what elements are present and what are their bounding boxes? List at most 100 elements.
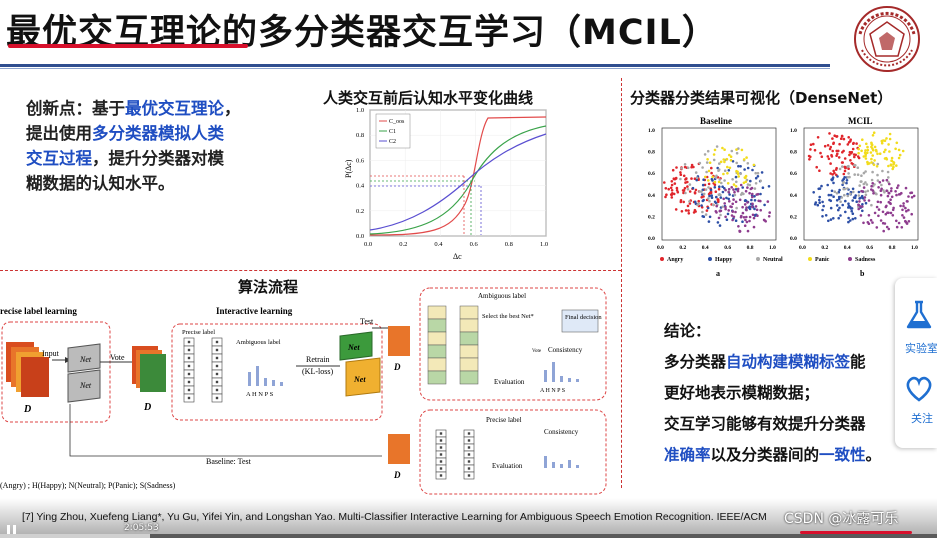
floating-side-panel: 实验室 关注 xyxy=(895,278,937,448)
scatter-point xyxy=(749,187,753,191)
scatter-point xyxy=(866,160,869,164)
scatter-point xyxy=(693,191,697,194)
scatter-point xyxy=(760,171,764,174)
scatter-point xyxy=(710,177,714,181)
scatter-point xyxy=(730,186,733,189)
vote-small-label: Vote xyxy=(532,349,542,354)
curve-y-tick: 0.2 xyxy=(356,208,364,215)
scatter-point xyxy=(688,183,692,186)
scatter-point xyxy=(835,154,838,157)
scatter-point xyxy=(863,196,867,199)
scatter-point xyxy=(876,173,879,177)
conclusion-line-1: 多分类器自动构建模糊标签能 xyxy=(664,347,881,378)
follow-link[interactable]: 关注 xyxy=(911,412,933,425)
scatter-point xyxy=(669,186,673,190)
scatter-point xyxy=(905,222,909,225)
scatter-point xyxy=(745,206,748,209)
scatter-point xyxy=(715,145,719,148)
scatter-point xyxy=(897,156,901,160)
scatter-point xyxy=(860,174,863,177)
scatter-point xyxy=(719,213,722,217)
scatter-point xyxy=(826,144,830,147)
scatter-point xyxy=(751,213,755,217)
scatter-point xyxy=(674,208,678,211)
scatter-point xyxy=(735,151,739,155)
video-progress-track[interactable] xyxy=(0,534,937,538)
scatter-point xyxy=(835,204,839,207)
scatter-point xyxy=(818,195,821,199)
panel-a-label: a xyxy=(716,269,720,278)
scatter-point xyxy=(896,186,899,190)
panel-a-frame xyxy=(661,127,777,241)
scatter-point xyxy=(679,171,682,174)
scatter-point xyxy=(723,148,726,151)
curve-x-tick: 0.0 xyxy=(364,241,372,248)
scatter-point xyxy=(817,187,820,191)
scatter-point xyxy=(702,192,706,196)
scatter-point xyxy=(738,198,742,202)
spectrogram-stack-d2 xyxy=(132,346,166,392)
heart-icon[interactable] xyxy=(905,376,933,406)
flask-icon[interactable] xyxy=(905,300,933,334)
scatter-point xyxy=(684,181,687,184)
scatter-point xyxy=(865,183,869,186)
scatter-point xyxy=(702,215,706,218)
scatter-point xyxy=(707,169,711,173)
scatter-point xyxy=(701,210,704,214)
scatter-point xyxy=(857,190,861,194)
baseline-consistency-histogram xyxy=(544,456,579,468)
scatter-point xyxy=(882,150,886,154)
scatter-point xyxy=(843,157,847,160)
scatter-point xyxy=(818,198,821,202)
scatter-point xyxy=(890,156,894,160)
scatter-point xyxy=(690,163,694,167)
score-cell xyxy=(459,318,479,333)
scatter-point xyxy=(829,193,833,197)
scatter-point xyxy=(894,147,897,151)
scatter-point xyxy=(713,180,717,184)
scatter-point xyxy=(734,175,738,179)
scatter-point xyxy=(752,225,756,229)
viz-x-tick: 0.2 xyxy=(821,245,828,251)
scatter-point xyxy=(898,153,902,157)
scatter-point xyxy=(755,193,758,196)
viz-ticks: 0.00.00.20.20.40.40.60.60.80.81.01.00.00… xyxy=(648,128,918,251)
scatter-point xyxy=(722,172,725,176)
scatter-point xyxy=(723,179,726,182)
scatter-point xyxy=(702,178,705,181)
ahnps-axis-2: A H N P S xyxy=(540,388,565,394)
scatter-point xyxy=(838,167,842,171)
scatter-point xyxy=(698,161,702,165)
scatter-point xyxy=(841,151,844,154)
scatter-point xyxy=(869,151,873,154)
conclusion-highlight: 准确率 xyxy=(664,446,711,464)
scatter-point xyxy=(844,166,847,170)
final-decision-box xyxy=(561,309,599,333)
viz-y-tick: 1.0 xyxy=(790,128,797,134)
scatter-point xyxy=(726,172,729,175)
viz-y-tick: 0.4 xyxy=(648,193,655,199)
scatter-point xyxy=(844,210,847,214)
scatter-point xyxy=(864,181,867,184)
scatter-point xyxy=(891,208,895,212)
scatter-point xyxy=(877,186,880,189)
scatter-point xyxy=(721,205,724,209)
scatter-point xyxy=(664,195,667,199)
scatter-point xyxy=(835,199,839,202)
scatter-point xyxy=(670,183,674,187)
pause-icon[interactable] xyxy=(6,521,18,538)
scatter-point xyxy=(818,201,821,204)
viz-y-tick: 0.4 xyxy=(790,193,797,199)
conclusion-text: 能 xyxy=(850,353,866,371)
scatter-point xyxy=(885,178,889,182)
scatter-point xyxy=(857,194,861,197)
scatter-point xyxy=(891,214,895,217)
scatter-point xyxy=(821,200,824,204)
scatter-point xyxy=(695,178,698,182)
viz-legend-label: Happy xyxy=(715,257,732,263)
label-cell-mark xyxy=(215,340,219,344)
scatter-point xyxy=(726,182,730,185)
lab-link[interactable]: 实验室 xyxy=(905,342,937,355)
slide-title: 最优交互理论的多分类器交互学习（MCIL） xyxy=(6,4,718,55)
scatter-point xyxy=(857,147,860,151)
